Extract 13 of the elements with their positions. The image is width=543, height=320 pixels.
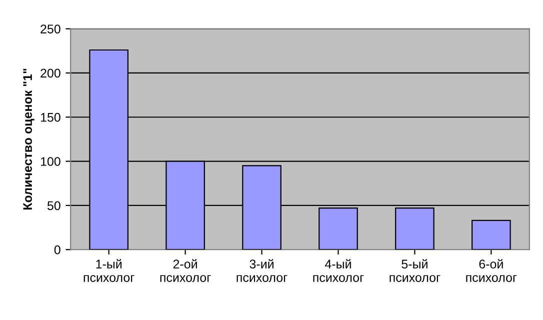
x-tick-label: 3-ий психолог: [236, 259, 288, 282]
x-tick-label: 4-ый психолог: [313, 259, 364, 282]
x-tick-label: 6-ой психолог: [466, 259, 517, 282]
y-tick-label: 100: [40, 157, 60, 166]
y-tick-label: 200: [40, 68, 60, 78]
x-tick-label: 2-ой психолог: [160, 259, 211, 282]
x-tick-label: 5-ый психолог: [390, 259, 440, 282]
y-tick-label: 250: [40, 24, 60, 34]
y-axis-title: Количество оценок "1": [23, 68, 34, 210]
x-tick-label: 1-ый психолог: [84, 259, 134, 282]
y-tick-label: 150: [40, 112, 60, 122]
y-tick-label: 50: [47, 201, 60, 210]
y-tick-label: 0: [54, 245, 60, 254]
